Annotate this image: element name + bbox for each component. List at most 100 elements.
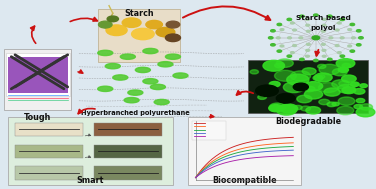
Circle shape <box>122 18 141 27</box>
Circle shape <box>327 58 332 60</box>
Circle shape <box>350 23 355 26</box>
Circle shape <box>335 29 339 31</box>
Circle shape <box>156 27 175 37</box>
Ellipse shape <box>120 54 135 59</box>
Circle shape <box>306 24 309 26</box>
Circle shape <box>340 18 345 21</box>
Circle shape <box>132 28 154 40</box>
Circle shape <box>300 15 304 17</box>
Circle shape <box>304 90 323 99</box>
Circle shape <box>322 55 326 57</box>
Circle shape <box>258 95 267 99</box>
Circle shape <box>319 99 330 105</box>
Circle shape <box>360 84 367 88</box>
Circle shape <box>353 88 365 94</box>
Circle shape <box>356 44 361 46</box>
Circle shape <box>314 73 332 82</box>
Ellipse shape <box>135 67 150 73</box>
Circle shape <box>280 104 298 113</box>
Circle shape <box>318 64 326 68</box>
Ellipse shape <box>113 75 128 80</box>
Text: polyol: polyol <box>311 25 336 31</box>
Circle shape <box>340 55 345 57</box>
Circle shape <box>350 50 355 52</box>
Circle shape <box>350 82 359 87</box>
Circle shape <box>269 81 280 87</box>
FancyBboxPatch shape <box>15 145 83 158</box>
Circle shape <box>342 64 351 68</box>
Circle shape <box>294 105 302 110</box>
Circle shape <box>322 50 326 51</box>
Circle shape <box>322 19 326 20</box>
Circle shape <box>146 20 162 29</box>
Text: Hyperbranched polyurethane: Hyperbranched polyurethane <box>81 110 190 116</box>
Text: Tough: Tough <box>24 113 51 122</box>
Ellipse shape <box>143 48 158 54</box>
Ellipse shape <box>150 84 165 90</box>
Ellipse shape <box>105 64 120 69</box>
Circle shape <box>300 58 304 60</box>
Circle shape <box>327 102 336 107</box>
Circle shape <box>318 83 338 92</box>
Circle shape <box>319 64 340 75</box>
Circle shape <box>287 55 291 57</box>
FancyBboxPatch shape <box>6 53 70 96</box>
Ellipse shape <box>98 86 113 91</box>
Text: Starch based: Starch based <box>296 15 351 21</box>
Circle shape <box>306 30 310 32</box>
Circle shape <box>332 68 347 76</box>
Circle shape <box>293 45 296 46</box>
Circle shape <box>299 37 303 39</box>
FancyBboxPatch shape <box>15 123 83 136</box>
Circle shape <box>276 37 280 39</box>
Circle shape <box>313 76 323 81</box>
Ellipse shape <box>173 73 188 78</box>
Text: Starch: Starch <box>124 9 154 19</box>
Circle shape <box>99 21 112 28</box>
FancyBboxPatch shape <box>94 123 162 136</box>
Circle shape <box>293 83 308 91</box>
Circle shape <box>337 106 354 115</box>
Circle shape <box>106 25 127 36</box>
Ellipse shape <box>158 62 173 67</box>
Circle shape <box>165 34 180 42</box>
Circle shape <box>291 52 294 53</box>
Circle shape <box>321 43 325 45</box>
FancyBboxPatch shape <box>248 60 368 113</box>
Ellipse shape <box>124 98 139 103</box>
Circle shape <box>321 30 325 32</box>
Circle shape <box>337 52 341 53</box>
Circle shape <box>269 103 285 111</box>
Circle shape <box>340 37 344 39</box>
Circle shape <box>274 70 296 81</box>
Circle shape <box>107 16 118 22</box>
Circle shape <box>276 105 297 115</box>
FancyBboxPatch shape <box>192 121 226 140</box>
Circle shape <box>274 63 284 68</box>
Circle shape <box>280 45 284 47</box>
Circle shape <box>356 30 361 32</box>
Circle shape <box>352 37 355 39</box>
Circle shape <box>306 19 309 20</box>
Ellipse shape <box>165 54 180 59</box>
Circle shape <box>268 37 273 39</box>
Circle shape <box>290 71 311 81</box>
Circle shape <box>348 29 352 31</box>
Circle shape <box>335 45 339 46</box>
Ellipse shape <box>98 50 113 56</box>
Circle shape <box>356 107 375 117</box>
Circle shape <box>276 59 293 67</box>
FancyBboxPatch shape <box>8 57 68 93</box>
Ellipse shape <box>128 90 143 95</box>
FancyBboxPatch shape <box>98 9 180 62</box>
Circle shape <box>287 74 309 85</box>
FancyBboxPatch shape <box>15 166 83 180</box>
Circle shape <box>250 70 258 74</box>
Circle shape <box>166 21 180 28</box>
Circle shape <box>359 37 363 39</box>
Circle shape <box>332 80 349 88</box>
Circle shape <box>327 15 332 17</box>
Circle shape <box>288 37 291 39</box>
Circle shape <box>293 29 296 31</box>
Circle shape <box>280 29 284 31</box>
